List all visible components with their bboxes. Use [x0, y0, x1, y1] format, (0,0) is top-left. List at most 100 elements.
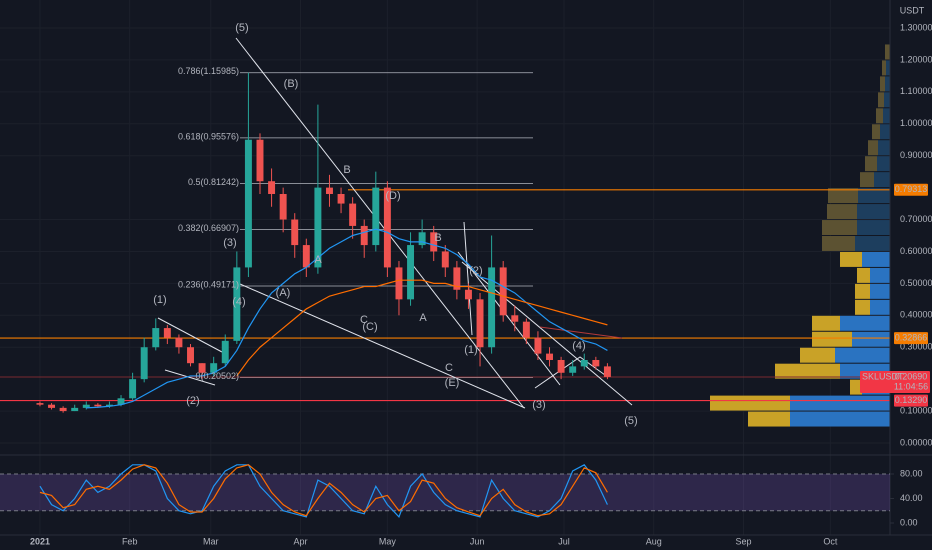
profile-down: [790, 411, 890, 427]
profile-up: [850, 379, 862, 395]
fib-label: 0.618(0.95576): [178, 131, 239, 141]
profile-down: [835, 347, 890, 363]
y-tick-label: 1.00000: [900, 118, 932, 128]
candle-body: [163, 328, 171, 338]
profile-up: [710, 395, 790, 411]
profile-down: [880, 124, 890, 140]
x-tick-label: Mar: [203, 536, 219, 546]
fib-label: 0(0.20502): [195, 371, 239, 381]
candle-body: [279, 193, 287, 220]
candle-body: [522, 321, 530, 338]
candle-body: [441, 251, 449, 268]
candle-body: [453, 267, 461, 290]
profile-down: [840, 315, 890, 331]
wave-path: [534, 356, 606, 389]
y-tick-label: 0.60000: [900, 246, 932, 256]
trend-line: [463, 221, 473, 336]
candle-body: [221, 340, 229, 364]
profile-down: [877, 156, 890, 172]
fib-label: 0.786(1.15985): [178, 66, 239, 76]
wave-label: C: [360, 314, 368, 326]
profile-up: [822, 220, 857, 235]
candle-body: [59, 407, 67, 412]
profile-down: [870, 283, 890, 299]
profile-up: [885, 44, 890, 60]
wave-label: B: [434, 232, 441, 244]
stoch-band: [0, 473, 890, 511]
candle-body: [48, 404, 56, 408]
wave-label: (1): [153, 294, 166, 306]
trend-line: [164, 369, 216, 386]
wave-label: (4): [572, 340, 585, 352]
candle-body: [534, 337, 542, 354]
candle-body: [71, 407, 79, 412]
profile-down: [886, 60, 890, 76]
y-tick-label: 0.10000: [900, 405, 932, 415]
candle-body: [580, 359, 588, 367]
wave-label: (3): [223, 237, 236, 249]
stoch-d: [39, 464, 608, 517]
candle-body: [326, 187, 333, 194]
drawings: [0, 0, 932, 536]
profile-up: [855, 283, 870, 299]
profile-up: [828, 188, 858, 204]
wave-label: (4): [232, 296, 245, 308]
wave-label: A: [419, 312, 427, 324]
profile-down: [878, 140, 890, 156]
profile-down: [883, 108, 890, 124]
profile-up: [775, 363, 840, 379]
moving-average: [86, 228, 608, 409]
candle-body: [464, 289, 472, 300]
candle-body: [210, 363, 218, 373]
wave-label: C: [445, 362, 453, 374]
candle-body: [546, 353, 553, 360]
fib-label: 0.5(0.81242): [188, 177, 239, 187]
candle-body: [82, 404, 90, 408]
x-tick-label: Feb: [122, 536, 138, 546]
candle-body: [187, 347, 194, 364]
y-tick-label: 1.20000: [900, 54, 932, 64]
fib-label: 0.382(0.66907): [178, 223, 239, 233]
candle-body: [175, 337, 183, 348]
candle-body: [499, 267, 507, 316]
candle-body: [430, 232, 438, 252]
profile-up: [880, 76, 885, 92]
price-tag-label: 0.32866: [895, 332, 928, 342]
stoch-tick-label: 80.00: [900, 468, 923, 478]
wave-label: (B): [284, 78, 299, 90]
candle-body: [395, 267, 403, 300]
candle-body: [592, 359, 600, 367]
wave-label: (A): [276, 287, 291, 299]
candle-body: [476, 299, 484, 348]
y-tick-label: 0.50000: [900, 278, 932, 288]
candle-body: [291, 219, 299, 246]
x-tick-label: May: [379, 536, 397, 546]
moving-average: [236, 279, 608, 377]
profile-down: [855, 235, 890, 251]
candle-body: [557, 359, 565, 373]
candle-body: [302, 245, 310, 268]
wave-label: (3): [532, 399, 545, 411]
y-tick-label: 0.30000: [900, 342, 932, 352]
candle-body: [337, 193, 345, 204]
trend-line: [239, 283, 526, 409]
candle-body: [140, 347, 148, 380]
wave-label: (2): [186, 395, 199, 407]
x-tick-label: Jun: [470, 536, 485, 546]
profile-up: [800, 347, 835, 363]
candle-body: [244, 139, 252, 268]
profile-up: [860, 172, 874, 188]
stoch-tick-label: 0.00: [900, 517, 918, 527]
moving-averages: [86, 228, 608, 409]
wave-label: B: [343, 164, 350, 176]
profile-down: [874, 172, 890, 188]
trend-line: [457, 251, 561, 386]
candle-body: [198, 363, 206, 373]
candle-body: [511, 315, 519, 322]
profile-up: [882, 60, 886, 76]
candle-body: [129, 379, 137, 399]
candle-body: [383, 187, 391, 268]
currency: USDT: [900, 5, 925, 15]
